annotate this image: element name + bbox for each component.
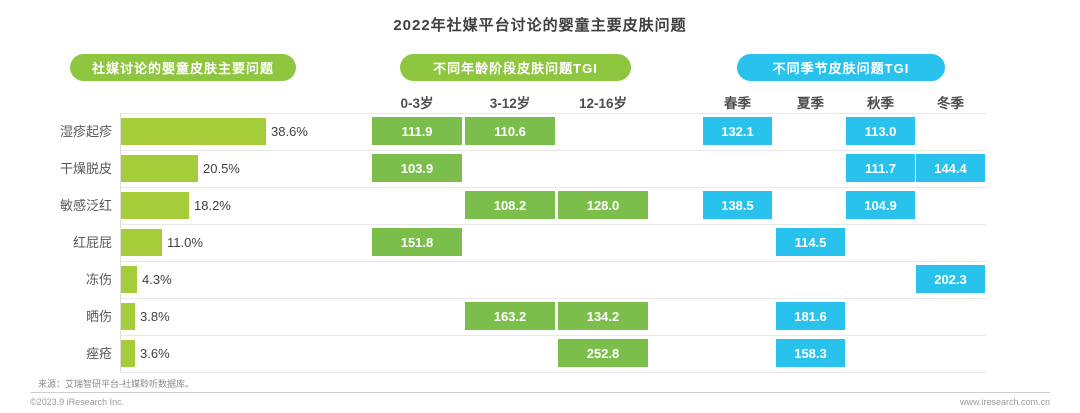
season-column-header: 冬季 [937,96,964,111]
row-gridline [120,150,986,151]
season-tgi-value: 181.6 [776,302,845,330]
age-column-header: 0-3岁 [400,96,434,111]
row-gridline [120,335,986,336]
bar-value-label: 4.3% [142,272,172,287]
age-tgi-value: 103.9 [372,154,462,182]
section-pill-problems: 社媒讨论的婴童皮肤主要问题 [70,54,296,81]
season-column-header: 夏季 [797,96,824,111]
season-tgi-value: 114.5 [776,228,845,256]
row-gridline [120,224,986,225]
season-tgi-value: 202.3 [916,265,985,293]
bar-value-label: 3.8% [140,309,170,324]
row-gridline [120,298,986,299]
age-tgi-value: 151.8 [372,228,462,256]
bar-value-label: 18.2% [194,198,231,213]
bar-value-label: 20.5% [203,161,240,176]
website-link[interactable]: www.iresearch.com.cn [959,397,1050,407]
season-tgi-value: 104.9 [846,191,915,219]
source-note: 来源：艾瑞智研平台-社媒聆听数据库。 [38,379,194,389]
row-label: 痤疮 [85,346,112,361]
bar-axis-line [120,113,121,372]
row-label: 冻伤 [85,272,112,287]
discussion-share-bar [121,266,137,293]
section-pill-age-tgi: 不同年龄阶段皮肤问题TGI [400,54,631,81]
row-gridline [120,261,986,262]
section-pill-season-tgi: 不同季节皮肤问题TGI [737,54,945,81]
discussion-share-bar [121,340,135,367]
footer-divider [30,392,1050,393]
row-label: 晒伤 [85,309,112,324]
age-tgi-value: 134.2 [558,302,648,330]
discussion-share-bar [121,118,266,145]
season-tgi-value: 144.4 [916,154,985,182]
row-gridline [120,113,986,114]
age-tgi-value: 111.9 [372,117,462,145]
age-column-header: 3-12岁 [489,96,531,111]
copyright-text: ©2023.9 iResearch Inc. [30,397,125,407]
row-label: 干燥脱皮 [59,161,112,176]
discussion-share-bar [121,229,162,256]
season-tgi-value: 113.0 [846,117,915,145]
discussion-share-bar [121,192,189,219]
discussion-share-bar [121,303,135,330]
season-tgi-value: 132.1 [703,117,772,145]
age-tgi-value: 163.2 [465,302,555,330]
row-label: 湿疹起疹 [59,124,112,139]
bar-value-label: 3.6% [140,346,170,361]
bar-value-label: 11.0% [167,235,203,250]
season-tgi-value: 138.5 [703,191,772,219]
season-column-header: 春季 [724,96,751,111]
season-tgi-value: 158.3 [776,339,845,367]
row-label: 敏感泛红 [59,198,112,213]
discussion-share-bar [121,155,198,182]
bar-value-label: 38.6% [271,124,308,139]
age-column-header: 12-16岁 [578,96,628,111]
season-tgi-value: 111.7 [846,154,915,182]
row-gridline [120,372,986,373]
age-tgi-value: 252.8 [558,339,648,367]
age-tgi-value: 128.0 [558,191,648,219]
chart-title: 2022年社媒平台讨论的婴童主要皮肤问题 [393,17,687,34]
age-tgi-value: 110.6 [465,117,555,145]
age-tgi-value: 108.2 [465,191,555,219]
row-gridline [120,187,986,188]
season-column-header: 秋季 [867,96,894,111]
row-label: 红屁屁 [72,235,112,250]
